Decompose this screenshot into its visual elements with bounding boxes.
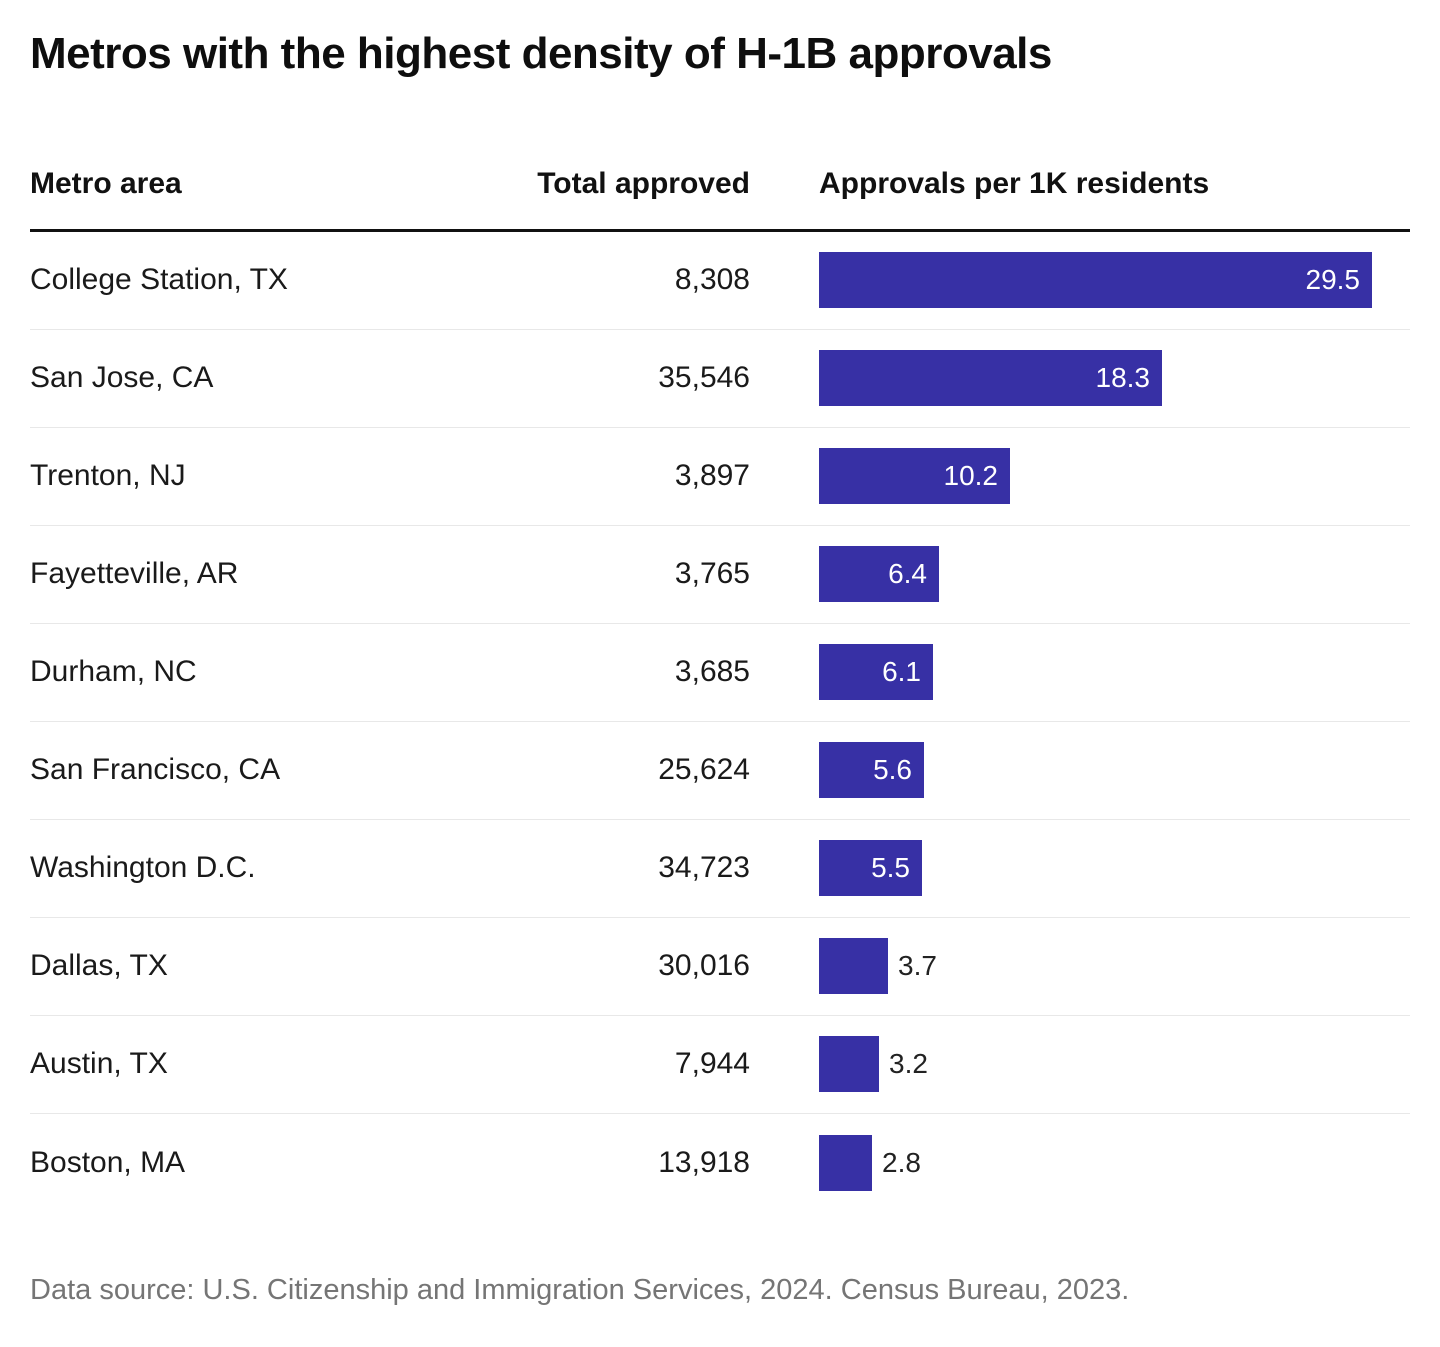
bar-track: 29.5 [819, 252, 1410, 309]
bar-value-label: 6.1 [882, 656, 921, 688]
total-approved-value: 30,016 [658, 949, 750, 983]
total-approved-value: 3,897 [674, 459, 750, 493]
bar-value-label: 29.5 [1305, 264, 1361, 296]
table-row: Dallas, TX 30,016 3.7 [30, 918, 1410, 1016]
approvals-per-1k-bar: 18.3 [819, 350, 1162, 407]
metro-area-label: San Francisco, CA [30, 753, 281, 787]
total-approved-value: 3,765 [674, 557, 750, 591]
bar-value-label: 3.2 [889, 1048, 928, 1080]
bar-value-label: 10.2 [943, 460, 999, 492]
metro-area-label: Dallas, TX [30, 949, 168, 983]
total-approved-value: 13,918 [658, 1145, 750, 1179]
metro-area-label: Trenton, NJ [30, 459, 186, 493]
bar-track: 6.4 [819, 546, 1410, 603]
bar-track: 3.2 [819, 1036, 1410, 1093]
column-header-approvals-per-1k: Approvals per 1K residents [819, 166, 1210, 200]
metro-area-label: Austin, TX [30, 1047, 168, 1081]
total-approved-value: 3,685 [674, 655, 750, 689]
approvals-per-1k-bar: 5.6 [819, 742, 924, 799]
bar-value-label: 5.6 [873, 754, 912, 786]
table-row: Durham, NC 3,685 6.1 [30, 624, 1410, 722]
metro-area-label: Fayetteville, AR [30, 557, 239, 591]
total-approved-value: 7,944 [674, 1047, 750, 1081]
approvals-per-1k-bar: 6.4 [819, 546, 939, 603]
bar-track: 10.2 [819, 448, 1410, 505]
bar-track: 2.8 [819, 1134, 1410, 1191]
metro-area-label: Washington D.C. [30, 851, 256, 885]
bar-value-label: 2.8 [882, 1146, 921, 1178]
table-row: San Francisco, CA 25,624 5.6 [30, 722, 1410, 820]
table-row: Washington D.C. 34,723 5.5 [30, 820, 1410, 918]
data-source-note: Data source: U.S. Citizenship and Immigr… [30, 1273, 1130, 1306]
chart-title: Metros with the highest density of H-1B … [30, 29, 1052, 78]
bar-value-label: 5.5 [871, 852, 910, 884]
total-approved-value: 35,546 [658, 361, 750, 395]
metro-area-label: Durham, NC [30, 655, 197, 689]
total-approved-value: 25,624 [658, 753, 750, 787]
bar-track: 18.3 [819, 350, 1410, 407]
approvals-per-1k-bar: 6.1 [819, 644, 933, 701]
table-row: Austin, TX 7,944 3.2 [30, 1016, 1410, 1114]
bar-track: 5.5 [819, 840, 1410, 897]
bar-value-label: 3.7 [898, 950, 937, 982]
bar-track: 6.1 [819, 644, 1410, 701]
table-row: Boston, MA 13,918 2.8 [30, 1114, 1410, 1212]
table-row: Trenton, NJ 3,897 10.2 [30, 428, 1410, 526]
table-row: Fayetteville, AR 3,765 6.4 [30, 526, 1410, 624]
metro-area-label: Boston, MA [30, 1145, 186, 1179]
metro-area-label: San Jose, CA [30, 361, 214, 395]
approvals-per-1k-bar [819, 1134, 872, 1191]
column-header-metro-area: Metro area [30, 166, 182, 200]
approvals-per-1k-bar: 29.5 [819, 252, 1372, 309]
bar-value-label: 6.4 [888, 558, 927, 590]
total-approved-value: 8,308 [674, 263, 750, 297]
table-row: College Station, TX 8,308 29.5 [30, 232, 1410, 330]
bar-track: 5.6 [819, 742, 1410, 799]
bar-value-label: 18.3 [1095, 362, 1151, 394]
approvals-per-1k-bar: 10.2 [819, 448, 1010, 505]
total-approved-value: 34,723 [658, 851, 750, 885]
table-row: San Jose, CA 35,546 18.3 [30, 330, 1410, 428]
approvals-per-1k-bar [819, 938, 888, 995]
metro-area-label: College Station, TX [30, 263, 288, 297]
column-header-total-approved: Total approved [537, 166, 750, 200]
table-body: College Station, TX 8,308 29.5 San Jose,… [30, 232, 1410, 1212]
bar-track: 3.7 [819, 938, 1410, 995]
approvals-per-1k-bar [819, 1036, 879, 1093]
approvals-per-1k-bar: 5.5 [819, 840, 922, 897]
table-header-row: Metro area Total approved Approvals per … [30, 167, 1410, 232]
